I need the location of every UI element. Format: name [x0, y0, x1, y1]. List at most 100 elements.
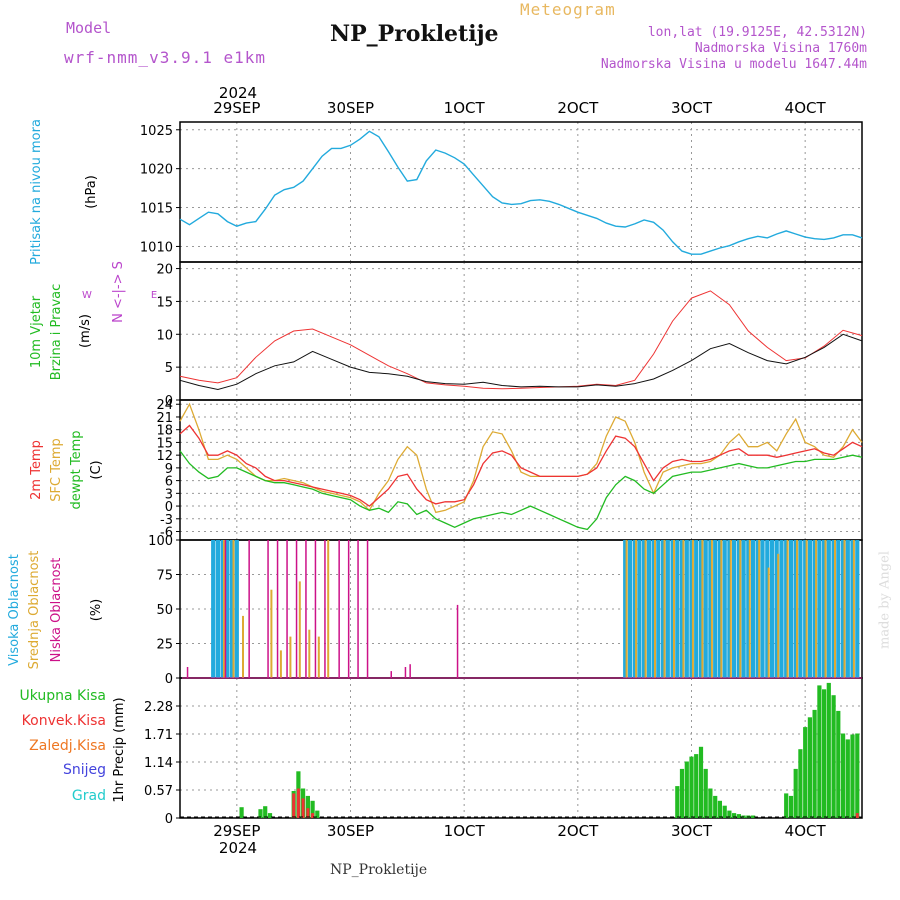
precip-bar — [784, 793, 789, 818]
precip-bar — [727, 810, 732, 818]
cloud-mid-axis-label: Srednja Oblacnost — [27, 551, 42, 670]
y-tick-label: 3 — [165, 487, 173, 502]
cloud-bar — [314, 540, 317, 678]
y-tick-label: 6 — [165, 475, 173, 490]
precip-bar — [296, 788, 300, 818]
cloud-bar — [276, 540, 279, 678]
cloud-bar — [741, 540, 746, 678]
cloud-bar — [215, 540, 220, 678]
sfc-temp-axis-label: SFC Temp — [49, 438, 64, 502]
precip-bar — [698, 746, 704, 818]
cloud-bar — [708, 540, 713, 678]
cloud-bar — [390, 671, 392, 678]
precip-bar — [841, 733, 846, 818]
cloud-bar — [817, 540, 822, 678]
cloud-bar — [727, 540, 732, 678]
precip-bar — [855, 733, 860, 818]
cloud-bar — [760, 540, 765, 678]
precip-bar — [301, 798, 305, 818]
cloud-bar — [404, 667, 407, 678]
precip-bar — [703, 768, 708, 818]
cloud-bar — [642, 540, 647, 678]
cloud-bar — [732, 540, 737, 678]
meteogram-label: Meteogram — [520, 0, 616, 19]
precip-bar — [732, 813, 737, 818]
y-tick-label: 1010 — [140, 240, 173, 255]
x-bottom-tick-label: 3OCT — [671, 822, 713, 840]
y-tick-label: 18 — [156, 424, 173, 439]
cloud-bar — [623, 540, 628, 678]
cloud-bar — [779, 540, 784, 678]
precip-bar — [306, 808, 310, 818]
cloud-bar — [675, 540, 680, 678]
precip-bar — [708, 788, 713, 818]
cloud-bar — [651, 540, 656, 678]
cloud-bar — [656, 540, 661, 678]
precip-bar — [793, 768, 798, 818]
y-tick-label: -6 — [160, 526, 173, 541]
cloud-bar — [267, 540, 269, 678]
cloud-bar — [841, 540, 846, 678]
cloud-bar — [784, 540, 789, 678]
dewpt-temp-line — [179, 450, 863, 531]
x-bottom-tick-label: 29SEP — [213, 822, 260, 840]
cloud-bar — [682, 540, 685, 678]
precip-bar — [684, 761, 689, 818]
precip-bar — [315, 810, 320, 818]
precip-bar — [713, 795, 718, 818]
x-top-tick-label: 29SEP — [213, 99, 260, 117]
model-altitude-label: Nadmorska Visina u modelu 1647.44m — [600, 57, 867, 72]
y-tick-label: 25 — [156, 638, 173, 653]
x-top-tick-label: 3OCT — [671, 99, 713, 117]
cloud-bar — [803, 540, 808, 678]
y-tick-label: 24 — [156, 398, 173, 413]
precip-bar — [736, 814, 741, 818]
precip-bar — [258, 809, 263, 818]
cloud-bar — [279, 650, 282, 678]
cloud-bar — [739, 540, 742, 678]
precip-legend-label: Zaledj.Kisa — [29, 738, 106, 754]
precip-bar — [722, 805, 727, 818]
compass-e-label: E — [151, 290, 157, 301]
temp-unit-label: (C) — [89, 460, 104, 479]
precip-bar — [717, 800, 722, 818]
y-tick-label: 0.57 — [144, 784, 173, 799]
cloud-bar — [186, 667, 189, 678]
cloud-bar — [793, 540, 798, 678]
cloud-bar — [698, 540, 704, 678]
cloud-bar — [632, 540, 637, 678]
precip-bar — [305, 795, 310, 818]
temp-2m-line — [179, 424, 863, 507]
cloud-bar — [788, 540, 794, 678]
cloud-bar — [713, 540, 718, 678]
precip-bar — [679, 768, 685, 818]
cloud-bar — [755, 540, 760, 678]
cloud-bar — [720, 540, 723, 678]
precip-bar — [807, 717, 812, 818]
x-top-tick-label: 4OCT — [785, 99, 827, 117]
precip-bar — [310, 800, 315, 818]
y-tick-label: 0 — [165, 672, 173, 687]
cloud-bar — [324, 540, 326, 678]
cloud-bar — [232, 540, 235, 678]
sfc-temp-line — [179, 402, 863, 514]
dewpt-axis-label: dewpt Temp — [69, 430, 84, 509]
cloud-bar — [211, 540, 216, 678]
precip-bar — [788, 795, 794, 818]
y-tick-label: 1.14 — [144, 756, 173, 771]
x-top-year: 2024 — [219, 84, 257, 102]
cloud-bar — [831, 540, 836, 678]
cloud-bar — [456, 604, 459, 678]
y-tick-label: 15 — [156, 436, 173, 451]
cloud-bar — [815, 540, 818, 678]
cloud-bar — [850, 540, 855, 678]
cloud-bar — [722, 540, 727, 678]
cloud-bar — [295, 540, 298, 678]
precip-legend-label: Konvek.Kisa — [22, 713, 106, 729]
cloud-bar — [694, 540, 699, 678]
model-name: wrf-nmm_v3.9.1 e1km — [64, 48, 267, 67]
cloud-low-axis-label: Niska Oblacnost — [49, 558, 64, 663]
precip-bar — [817, 685, 822, 818]
precip-bar — [675, 786, 680, 818]
